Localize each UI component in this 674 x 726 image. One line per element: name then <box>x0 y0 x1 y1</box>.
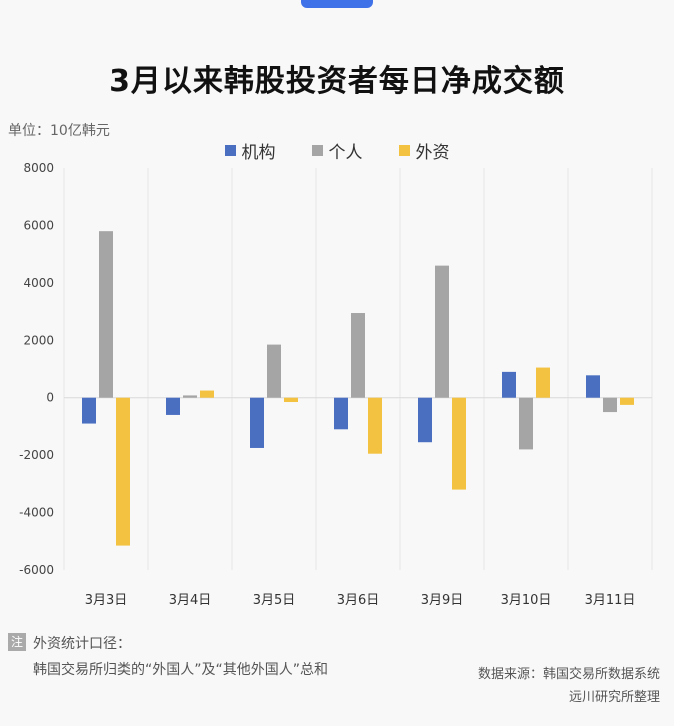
legend: 机构 个人 外资 <box>0 138 674 163</box>
legend-swatch-individual <box>311 145 323 156</box>
bar-机构-3月4日 <box>166 397 180 415</box>
bar-外资-3月11日 <box>620 397 634 405</box>
bar-个人-3月5日 <box>267 344 281 398</box>
bar-外资-3月4日 <box>200 390 214 398</box>
bar-机构-3月3日 <box>82 397 96 424</box>
bar-个人-3月6日 <box>351 313 365 398</box>
x-tick-label: 3月4日 <box>169 593 212 608</box>
bar-个人-3月9日 <box>435 265 449 398</box>
legend-label-institution: 机构 <box>241 143 276 163</box>
legend-label-individual: 个人 <box>328 143 363 163</box>
y-tick-label: 0 <box>46 391 54 405</box>
bar-机构-3月5日 <box>250 397 264 448</box>
legend-item-foreign: 外资 <box>398 138 450 163</box>
bar-外资-3月10日 <box>536 367 550 398</box>
note-title: 外资统计口径： <box>33 636 131 652</box>
bar-个人-3月3日 <box>99 231 113 398</box>
x-tick-label: 3月5日 <box>253 593 296 608</box>
note-body: 韩国交易所归类的“外国人”及“其他外国人”总和 <box>33 662 329 678</box>
bar-外资-3月6日 <box>368 397 382 454</box>
y-tick-label: -6000 <box>19 563 54 577</box>
legend-swatch-institution <box>224 145 236 156</box>
bar-机构-3月10日 <box>502 371 516 398</box>
top-tab-indicator <box>301 0 373 8</box>
x-tick-label: 3月3日 <box>85 593 128 608</box>
bar-机构-3月9日 <box>418 397 432 443</box>
y-tick-label: -2000 <box>19 448 54 462</box>
bar-外资-3月3日 <box>116 397 130 546</box>
bar-机构-3月6日 <box>334 397 348 430</box>
legend-swatch-foreign <box>398 145 410 156</box>
legend-label-foreign: 外资 <box>415 143 450 163</box>
y-tick-label: 2000 <box>23 333 54 347</box>
source-line-1: 数据来源：韩国交易所数据系统 <box>477 667 660 682</box>
bar-外资-3月9日 <box>452 397 466 490</box>
unit-label: 单位：10亿韩元 <box>8 123 110 139</box>
bar-个人-3月10日 <box>519 397 533 450</box>
bar-chart: 8000 6000 4000 2000 0 -2000 -4000 -6000 3月3日 3月4日… <box>19 161 653 608</box>
note-badge: 注 <box>8 633 26 651</box>
x-tick-label: 3月11日 <box>585 593 636 608</box>
y-tick-label: 8000 <box>23 161 54 175</box>
y-tick-label: 4000 <box>23 276 54 290</box>
legend-item-individual: 个人 <box>311 138 363 163</box>
x-tick-label: 3月9日 <box>421 593 464 608</box>
bar-机构-3月11日 <box>586 375 600 398</box>
chart-title: 3月以来韩股投资者每日净成交额 <box>109 64 565 99</box>
y-tick-label: 6000 <box>23 218 54 232</box>
x-tick-label: 3月10日 <box>501 593 552 608</box>
bar-个人-3月11日 <box>603 397 617 413</box>
source-line-2: 远川研究所整理 <box>568 690 660 705</box>
legend-item-institution: 机构 <box>224 138 276 163</box>
x-tick-label: 3月6日 <box>337 593 380 608</box>
bar-个人-3月4日 <box>183 395 197 398</box>
y-tick-label: -4000 <box>19 506 54 520</box>
bar-外资-3月5日 <box>284 397 298 403</box>
